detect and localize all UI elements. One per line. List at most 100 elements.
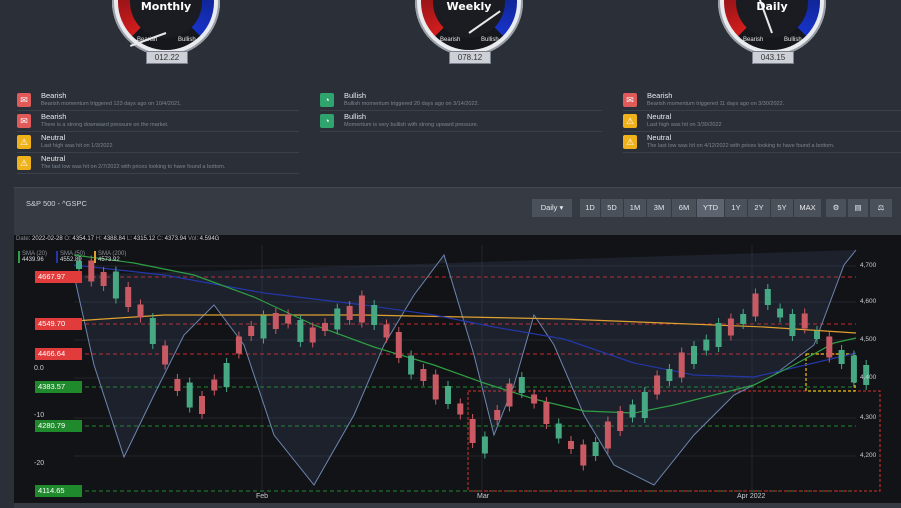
price-chart[interactable]: Date: 2022-02-28 O: 4354.17 H: 4388.84 L… xyxy=(14,235,901,503)
candle xyxy=(703,339,710,351)
caution-icon: ⚠ xyxy=(17,156,31,170)
candle xyxy=(322,323,328,331)
range-1m-button[interactable]: 1M xyxy=(624,199,646,217)
candle xyxy=(826,336,833,358)
candle xyxy=(850,355,857,383)
candle xyxy=(469,419,476,443)
candle xyxy=(100,272,107,286)
candle xyxy=(186,382,193,408)
candle xyxy=(654,375,661,395)
caution-icon: ⚠ xyxy=(623,135,637,149)
candle xyxy=(494,410,501,420)
y-axis-label: 4,300 xyxy=(860,414,877,421)
candle xyxy=(740,314,747,324)
gauge-readout: 012.22 xyxy=(146,51,188,64)
calculator-icon[interactable]: ▤ xyxy=(848,199,868,217)
ohlc-high: 4388.84 xyxy=(103,236,126,242)
candle xyxy=(863,365,870,385)
signal-description: Last high was hit on 1/3/2022 xyxy=(41,143,113,149)
signal-description: Momentum is very bullish with strong upw… xyxy=(344,122,479,128)
signal-item: ✉ Bearish There is a strong downward pre… xyxy=(17,111,299,132)
caution-icon: ⚠ xyxy=(623,114,637,128)
candle xyxy=(272,313,279,329)
signal-description: Bearish momentum triggered 11 days ago o… xyxy=(647,101,785,107)
y-axis-label: 4,600 xyxy=(860,298,877,305)
chart-canvas xyxy=(64,245,881,493)
candle xyxy=(789,314,796,336)
y-axis-label: 4,400 xyxy=(860,374,877,381)
ohlc-low: 4315.12 xyxy=(133,236,156,242)
sma-200-legend: SMA (200) 4573.92 xyxy=(94,251,126,263)
candle xyxy=(838,350,845,364)
signal-item: ⚠ Neutral Last high was hit on 1/3/2022 xyxy=(17,132,299,153)
signal-description: Bearish momentum triggered 123 days ago … xyxy=(41,101,182,107)
signal-description: There is a strong downward pressure on t… xyxy=(41,122,169,128)
candle xyxy=(555,423,562,439)
signal-item: ◔ Bullish Momentum is very bullish with … xyxy=(320,111,602,132)
candle xyxy=(531,394,538,404)
candle xyxy=(260,315,267,339)
candle xyxy=(285,314,292,324)
y-axis-label: 4,700 xyxy=(860,262,877,269)
candle xyxy=(641,392,648,418)
ohlc-readout: Date: 2022-02-28 O: 4354.17 H: 4388.84 L… xyxy=(16,236,220,242)
settings-icon[interactable]: ⚙ xyxy=(826,199,846,217)
range-6m-button[interactable]: 6M xyxy=(672,199,696,217)
candle xyxy=(149,318,156,344)
ohlc-date: 2022-02-28 xyxy=(32,236,63,242)
candle xyxy=(383,324,390,338)
candle xyxy=(199,396,205,414)
candle xyxy=(420,369,427,381)
ohlc-volume: 4.594G xyxy=(199,236,220,242)
signal-item: ⚠ Neutral The last low was hit on 2/7/20… xyxy=(17,153,299,174)
signal-heading: Neutral xyxy=(41,154,66,163)
ohlc-date-label: Date xyxy=(16,236,29,242)
candle xyxy=(162,345,169,365)
range-5y-button[interactable]: 5Y xyxy=(771,199,793,217)
range-max-button[interactable]: MAX xyxy=(794,199,821,217)
gauge-bearish-label: Bearish xyxy=(743,37,764,43)
signal-item: ✉ Bearish Bearish momentum triggered 11 … xyxy=(623,90,901,111)
signal-heading: Neutral xyxy=(647,112,672,121)
range-5d-button[interactable]: 5D xyxy=(601,199,623,217)
signal-item: ⚠ Neutral Last high was hit on 3/30/2022 xyxy=(623,111,901,132)
candle xyxy=(801,313,808,329)
gauge-readout: 078.12 xyxy=(449,51,491,64)
signal-heading: Bearish xyxy=(647,91,673,100)
range-2y-button[interactable]: 2Y xyxy=(748,199,770,217)
signal-heading: Bullish xyxy=(344,112,367,121)
range-1d-button[interactable]: 1D xyxy=(580,199,600,217)
candle xyxy=(617,411,624,431)
osc-axis-label: -20 xyxy=(34,460,45,467)
range-ytd-button[interactable]: YTD xyxy=(697,199,724,217)
ohlc-open: 4354.17 xyxy=(72,236,95,242)
range-3m-button[interactable]: 3M xyxy=(647,199,671,217)
x-axis-label: Apr 2022 xyxy=(737,493,766,500)
candle xyxy=(457,403,464,415)
signal-description: The last low was hit on 2/7/2022 with pr… xyxy=(41,164,226,170)
signal-description: Last high was hit on 3/30/2022 xyxy=(647,122,722,128)
balance-icon[interactable]: ⚖ xyxy=(870,199,892,217)
gauge-icon: ◔ xyxy=(320,93,334,107)
panel-title: S&P 500 - ^GSPC xyxy=(26,199,87,208)
chat-icon: ✉ xyxy=(623,93,637,107)
signal-item: ◔ Bullish Bullish momentum triggered 20 … xyxy=(320,90,602,111)
candle xyxy=(752,293,759,317)
sma-name: SMA (50) xyxy=(60,251,86,257)
osc-axis-label: -10 xyxy=(34,412,45,419)
osc-axis-label: 0.0 xyxy=(34,365,44,372)
candle xyxy=(125,287,132,307)
gauge-weekly: Weekly Bearish Bullish 078.12 xyxy=(415,0,523,64)
range-1y-button[interactable]: 1Y xyxy=(725,199,747,217)
candle xyxy=(309,327,316,343)
interval-dropdown[interactable]: Daily ▾ xyxy=(532,199,572,217)
signal-heading: Bearish xyxy=(41,91,67,100)
signal-heading: Bullish xyxy=(344,91,367,100)
candle xyxy=(248,326,255,336)
gauge-bearish-label: Bearish xyxy=(137,37,158,43)
signal-item: ⚠ Neutral The last low was hit on 4/12/2… xyxy=(623,132,901,153)
chat-icon: ✉ xyxy=(17,93,31,107)
price-level-label: 4114.65 xyxy=(35,485,82,497)
signal-description: Bullish momentum triggered 20 days ago o… xyxy=(344,101,480,107)
sma-20-legend: SMA (20) 4439.96 xyxy=(18,251,47,263)
